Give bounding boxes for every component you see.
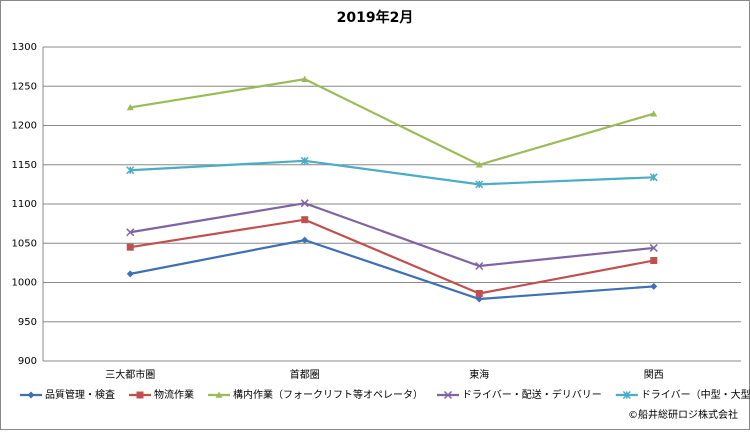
marker — [475, 180, 484, 189]
legend-marker — [27, 391, 35, 399]
marker — [126, 270, 134, 278]
legend-marker — [622, 390, 631, 400]
x-tick-label: 関西 — [644, 369, 664, 381]
legend-label: 品質管理・検査 — [45, 388, 115, 401]
marker — [650, 110, 658, 117]
marker — [475, 161, 483, 168]
marker — [300, 199, 309, 208]
marker — [475, 261, 484, 271]
marker — [475, 295, 483, 303]
marker — [301, 216, 309, 224]
legend-label: ドライバー（中型・大型・バス・タクシー） — [641, 388, 750, 401]
marker — [301, 75, 309, 82]
legend-marker — [136, 391, 144, 399]
marker — [301, 236, 309, 244]
x-tick-label: 東海 — [469, 368, 489, 381]
chart-title: 2019年2月 — [337, 9, 414, 26]
y-tick-label: 1000 — [12, 278, 37, 289]
series-line — [130, 238, 654, 301]
marker — [650, 282, 658, 290]
y-tick-label: 1100 — [12, 199, 37, 210]
x-tick-label: 三大都市圏 — [105, 368, 155, 381]
legend-marker — [215, 391, 223, 398]
y-tick-label: 900 — [18, 356, 37, 367]
marker — [126, 243, 134, 251]
y-tick-label: 1050 — [12, 238, 37, 249]
legend-label: 物流作業 — [154, 388, 194, 401]
marker — [126, 166, 135, 175]
marker — [126, 103, 134, 111]
series-line — [130, 218, 654, 295]
legend-label: ドライバー・配送・デリバリー — [462, 388, 602, 401]
marker — [649, 173, 658, 182]
marker — [300, 156, 309, 165]
y-tick-label: 1200 — [12, 121, 37, 132]
y-tick-label: 1300 — [12, 42, 37, 53]
marker — [650, 257, 658, 265]
source-note: ©船井総研ロジ株式会社 — [628, 408, 738, 421]
legend-label: 構内作業（フォークリフト等オペレータ） — [233, 388, 423, 401]
marker — [649, 243, 658, 252]
y-tick-label: 1150 — [12, 160, 37, 171]
y-tick-label: 950 — [18, 317, 37, 328]
marker — [126, 228, 135, 237]
series-line — [130, 202, 654, 268]
legend-marker — [443, 390, 453, 400]
y-tick-label: 1250 — [12, 81, 37, 92]
series-line — [130, 78, 655, 166]
series-line — [130, 159, 654, 186]
x-tick-label: 首都圏 — [290, 368, 320, 381]
marker — [475, 289, 483, 297]
